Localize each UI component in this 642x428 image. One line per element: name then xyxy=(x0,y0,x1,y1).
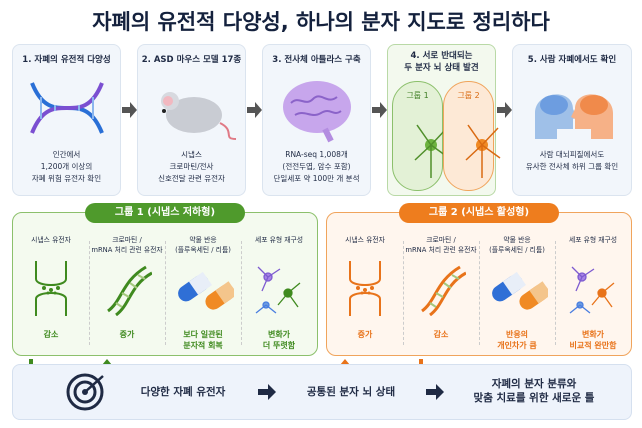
target-icon xyxy=(66,373,104,411)
step-title: 2. ASD 마우스 모델 17종 xyxy=(141,55,242,65)
item-label: 시냅스 유전자 xyxy=(31,236,71,244)
title: 자폐의 유전적 다양성, 하나의 분자 지도로 정리하다 xyxy=(92,10,550,34)
item-label: 약물 반응 (플루옥세틴 / 리튬) xyxy=(489,236,545,254)
divider xyxy=(89,241,90,345)
group-item: 약물 반응 (플루옥세틴 / 리튬) 반응의 개인차가 큼 xyxy=(479,231,555,351)
summary-banner: 다양한 자폐 유전자 공통된 분자 뇌 상태 자폐의 분자 분류와 맞춤 치료를… xyxy=(12,364,632,420)
arrow xyxy=(258,384,276,400)
step-title: 1. 자폐의 유전적 다양성 xyxy=(22,55,111,65)
group-circle: 그룹 1 xyxy=(392,81,450,191)
dna-icon xyxy=(30,82,104,134)
step-title: 3. 전사체 아틀라스 구축 xyxy=(272,55,361,65)
step-card: 2. ASD 마우스 모델 17종 시냅스 크로마틴/전사 신호전달 관련 유전… xyxy=(137,44,246,196)
item-result-row: 반응의 개인차가 큼 xyxy=(479,329,555,351)
step-description: 사람 대뇌피질에서도 유사한 전사체 하위 그룹 확인 xyxy=(525,150,619,171)
item-result-row: 증가 xyxy=(327,329,403,371)
arrow xyxy=(122,102,137,118)
step-description: 인간에서 1,200개 이상의 자폐 위험 유전자 확인 xyxy=(31,150,102,183)
neuron-icon xyxy=(465,124,501,178)
arrow xyxy=(426,384,444,400)
group-circle: 그룹 2 xyxy=(443,81,501,191)
step-description: 시냅스 크로마틴/전사 신호전달 관련 유전자 xyxy=(158,150,225,183)
group-title: 그룹 2 (시냅스 활성형) xyxy=(399,203,559,223)
group-item: 약물 반응 (플루옥세틴 / 리튬) 보다 일관된 분자적 회복 xyxy=(165,231,241,351)
item-result: 반응의 개인차가 큼 xyxy=(497,330,537,350)
arrow xyxy=(247,102,262,118)
item-result: 변화가 더 뚜렷함 xyxy=(262,330,296,350)
group-panel: 그룹 2 (시냅스 활성형) 시냅스 유전자 증가 크로마틴 / mRNA 처리 관… xyxy=(326,203,632,371)
item-icon xyxy=(421,265,466,316)
item-result-row: 감소 xyxy=(403,329,479,371)
step-title: 4. 서로 반대되는 두 분자 뇌 상태 발견 xyxy=(404,51,479,73)
group-panel: 그룹 1 (시냅스 저하형) 시냅스 유전자 감소 크로마틴 / mRNA 처리 관… xyxy=(12,203,318,371)
item-icon xyxy=(178,271,234,310)
item-icon xyxy=(35,261,67,316)
divider xyxy=(555,241,556,345)
item-label: 시냅스 유전자 xyxy=(345,236,385,244)
group-label: 그룹 2 xyxy=(457,91,480,100)
item-result: 감소 xyxy=(43,330,59,339)
arrow xyxy=(372,102,387,118)
arrow xyxy=(497,102,512,118)
heads-icon xyxy=(535,94,613,139)
item-label: 약물 반응 (플루옥세틴 / 리튬) xyxy=(175,236,231,254)
summary-item: 공통된 분자 뇌 상태 xyxy=(306,386,396,398)
item-result: 증가 xyxy=(357,330,373,339)
item-result: 변화가 비교적 완만함 xyxy=(569,330,617,350)
step-card: 1. 자폐의 유전적 다양성 인간에서 1,200개 이상의 자폐 위험 유전자… xyxy=(12,44,121,196)
step-card: 5. 사람 자폐에서도 확인 사람 대뇌피질에서도 유사한 전사체 하위 그룹 … xyxy=(512,44,632,196)
item-icon xyxy=(569,266,615,314)
item-result-row: 변화가 더 뚜렷함 xyxy=(241,329,317,351)
divider xyxy=(165,241,166,345)
item-result: 증가 xyxy=(119,330,135,339)
divider xyxy=(479,241,480,345)
item-result: 감소 xyxy=(433,330,449,339)
neuron-icon xyxy=(414,124,450,178)
divider xyxy=(403,241,404,345)
step-card: 3. 전사체 아틀라스 구축 RNA-seq 1,008개 (전전두엽, 암수 … xyxy=(262,44,371,196)
summary-item: 자폐의 분자 분류와 맞춤 치료를 위한 새로운 틀 xyxy=(473,378,595,404)
item-result-row: 보다 일관된 분자적 회복 xyxy=(165,329,241,351)
item-label: 세포 유형 재구성 xyxy=(568,236,618,244)
item-result-row: 증가 xyxy=(89,329,165,371)
item-label: 세포 유형 재구성 xyxy=(254,236,304,244)
step-title: 5. 사람 자폐에서도 확인 xyxy=(527,55,617,65)
item-icon xyxy=(492,271,548,310)
summary-item: 다양한 자폐 유전자 xyxy=(140,386,226,398)
item-result: 보다 일관된 분자적 회복 xyxy=(183,330,223,350)
divider xyxy=(241,241,242,345)
item-label: 크로마틴 / mRNA 처리 관련 유전자 xyxy=(91,236,163,254)
group-title: 그룹 1 (시냅스 저하형) xyxy=(85,203,245,223)
mouse-icon xyxy=(161,92,236,140)
brain-icon xyxy=(283,81,351,143)
item-result-row: 변화가 비교적 완만함 xyxy=(555,329,631,351)
step-description: RNA-seq 1,008개 (전전두엽, 암수 포함) 단일세포 약 100만… xyxy=(273,150,360,183)
step-card: 4. 서로 반대되는 두 분자 뇌 상태 발견 그룹 1 그룹 2 xyxy=(387,44,501,196)
item-label: 크로마틴 / mRNA 처리 관련 유전자 xyxy=(405,236,477,254)
item-icon xyxy=(255,266,301,314)
item-result-row: 감소 xyxy=(13,329,89,371)
group-label: 그룹 1 xyxy=(406,91,429,100)
item-icon xyxy=(349,261,381,316)
item-icon xyxy=(107,265,152,316)
